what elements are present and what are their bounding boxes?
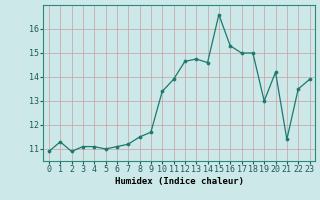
X-axis label: Humidex (Indice chaleur): Humidex (Indice chaleur) [115,177,244,186]
